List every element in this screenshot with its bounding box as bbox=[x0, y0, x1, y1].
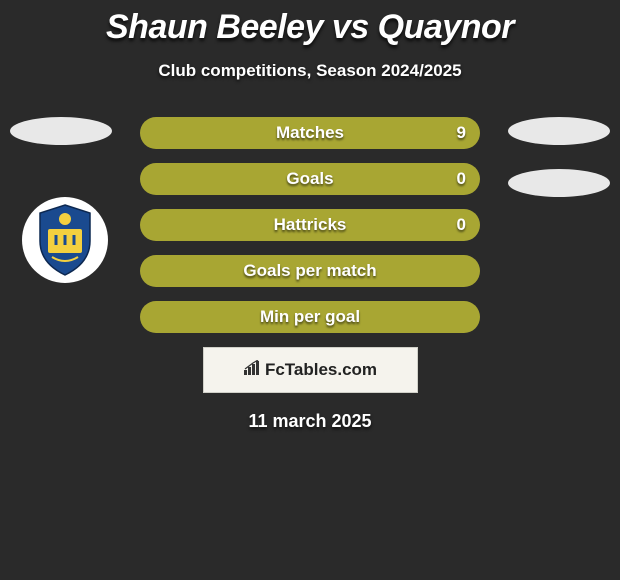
stat-row-hattricks: Hattricks 0 bbox=[140, 209, 480, 241]
player-photo-placeholder bbox=[10, 117, 112, 145]
page-title: Shaun Beeley vs Quaynor bbox=[10, 8, 610, 47]
stats-section: Matches 9 Goals 0 Hattricks 0 Goals per … bbox=[10, 117, 610, 432]
subtitle: Club competitions, Season 2024/2025 bbox=[10, 61, 610, 81]
right-avatars bbox=[508, 117, 610, 251]
stat-value: 0 bbox=[457, 169, 466, 189]
stat-label: Min per goal bbox=[260, 307, 360, 327]
logo-text: FcTables.com bbox=[265, 360, 377, 380]
date-label: 11 march 2025 bbox=[10, 411, 610, 432]
stat-row-matches: Matches 9 bbox=[140, 117, 480, 149]
comparison-card: Shaun Beeley vs Quaynor Club competition… bbox=[0, 0, 620, 440]
stat-row-goals: Goals 0 bbox=[140, 163, 480, 195]
stat-label: Goals per match bbox=[243, 261, 376, 281]
stat-rows: Matches 9 Goals 0 Hattricks 0 Goals per … bbox=[140, 117, 480, 333]
left-avatars bbox=[10, 117, 112, 199]
stat-label: Hattricks bbox=[274, 215, 347, 235]
club-photo-placeholder bbox=[508, 169, 610, 197]
stat-row-goals-per-match: Goals per match bbox=[140, 255, 480, 287]
attribution-logo[interactable]: FcTables.com bbox=[203, 347, 418, 393]
club-badge-left bbox=[22, 197, 108, 283]
logo-inner: FcTables.com bbox=[243, 360, 377, 381]
stat-row-min-per-goal: Min per goal bbox=[140, 301, 480, 333]
stat-value: 0 bbox=[457, 215, 466, 235]
stat-value: 9 bbox=[457, 123, 466, 143]
stat-label: Goals bbox=[286, 169, 333, 189]
stat-label: Matches bbox=[276, 123, 344, 143]
chart-icon bbox=[243, 360, 261, 381]
player-photo-placeholder bbox=[508, 117, 610, 145]
shield-icon bbox=[34, 203, 96, 277]
